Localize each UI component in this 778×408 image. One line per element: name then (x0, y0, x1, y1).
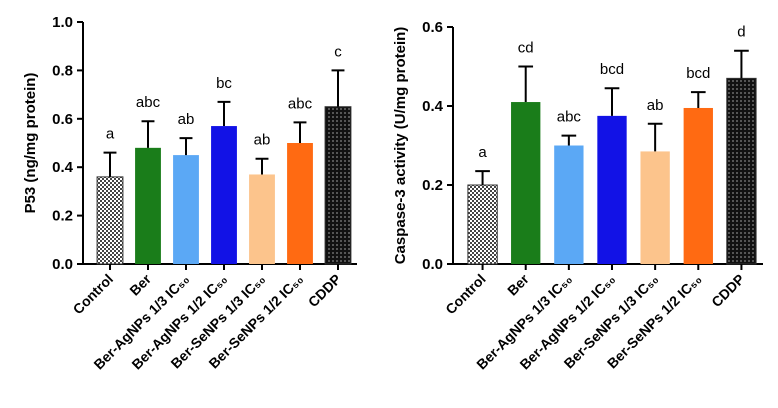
bar (597, 115, 627, 264)
annotation: cd (518, 40, 534, 57)
bar (287, 143, 313, 264)
y-axis-label: Caspase-3 activity (U/mg protein) (392, 27, 409, 265)
annotation: bcd (600, 61, 624, 78)
x-tick-label: Ber (126, 270, 154, 298)
annotation: a (106, 126, 115, 143)
bar (554, 145, 584, 264)
error-bar (293, 121, 307, 143)
bar (211, 126, 237, 264)
y-tick-label: 0.6 (422, 19, 443, 36)
error-bar (518, 65, 534, 103)
y-axis-label: P53 (ng/mg protein) (22, 73, 39, 214)
x-tick-label: Ber (504, 270, 532, 298)
annotation: c (334, 43, 342, 60)
x-tick-label: Control (442, 271, 489, 318)
bar (135, 147, 161, 264)
error-bar (690, 91, 706, 108)
annotation: abc (136, 94, 161, 111)
error-bar (647, 122, 663, 152)
x-tick-label: CDDP (305, 271, 344, 310)
error-bar (734, 49, 749, 79)
annotation: abc (557, 109, 582, 126)
x-tick-label: CDDP (708, 271, 747, 310)
error-bar (561, 134, 577, 146)
annotation: ab (647, 97, 664, 114)
y-tick-label: 0.2 (422, 177, 443, 194)
annotation: bc (216, 75, 232, 92)
y-tick-label: 0.0 (422, 256, 443, 273)
y-tick-label: 1.0 (52, 14, 73, 31)
bar (683, 107, 713, 264)
annotation: abc (288, 95, 313, 112)
annotation: d (737, 24, 745, 41)
error-bar (179, 137, 193, 156)
annotation: a (478, 144, 487, 161)
annotation: bcd (686, 65, 710, 82)
y-tick-label: 0.0 (52, 256, 73, 273)
annotation: ab (178, 111, 195, 128)
error-bar (475, 170, 490, 185)
y-tick-label: 0.2 (52, 208, 73, 225)
error-bar (103, 151, 117, 177)
error-bar (217, 100, 231, 127)
bar (640, 151, 670, 264)
error-bar (604, 87, 620, 116)
x-tick-label: Control (70, 271, 117, 318)
y-tick-label: 0.4 (422, 98, 444, 115)
bar (96, 176, 124, 265)
error-bar (331, 69, 345, 107)
bar (324, 106, 352, 265)
y-tick-label: 0.8 (52, 62, 73, 79)
error-bar (141, 120, 155, 148)
y-tick-label: 0.6 (52, 111, 73, 128)
annotation: ab (254, 132, 271, 149)
bar (173, 155, 199, 264)
bar (249, 174, 275, 264)
bar (511, 102, 541, 264)
error-bar (255, 157, 269, 175)
bar (467, 184, 498, 265)
y-tick-label: 0.4 (52, 159, 74, 176)
bar (726, 77, 757, 265)
